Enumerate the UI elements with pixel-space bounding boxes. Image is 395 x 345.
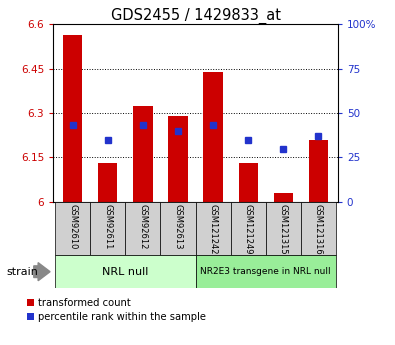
Title: GDS2455 / 1429833_at: GDS2455 / 1429833_at [111, 8, 280, 24]
Bar [196, 202, 231, 255]
Bar [63, 34, 82, 202]
Text: GSM121242: GSM121242 [209, 205, 218, 255]
Bar [231, 202, 266, 255]
Bar [196, 255, 336, 288]
FancyArrow shape [34, 263, 50, 281]
Bar [160, 202, 196, 255]
Bar [168, 116, 188, 202]
Bar [98, 163, 117, 202]
Bar [266, 202, 301, 255]
Bar [203, 71, 223, 202]
Bar [125, 202, 160, 255]
Bar [133, 106, 152, 202]
Text: GSM92610: GSM92610 [68, 205, 77, 250]
Text: strain: strain [6, 267, 38, 277]
Bar [239, 163, 258, 202]
Text: NR2E3 transgene in NRL null: NR2E3 transgene in NRL null [200, 267, 331, 276]
Text: GSM92612: GSM92612 [138, 205, 147, 250]
Bar [55, 255, 196, 288]
Bar [301, 202, 336, 255]
Text: GSM121316: GSM121316 [314, 205, 323, 255]
Legend: transformed count, percentile rank within the sample: transformed count, percentile rank withi… [27, 298, 206, 322]
Bar [55, 202, 90, 255]
Text: GSM92613: GSM92613 [173, 205, 182, 250]
Bar [309, 140, 328, 202]
Text: GSM121249: GSM121249 [244, 205, 253, 255]
Text: GSM92611: GSM92611 [103, 205, 112, 250]
Bar [274, 193, 293, 202]
Text: NRL null: NRL null [102, 267, 149, 277]
Text: GSM121315: GSM121315 [279, 205, 288, 255]
Bar [90, 202, 125, 255]
